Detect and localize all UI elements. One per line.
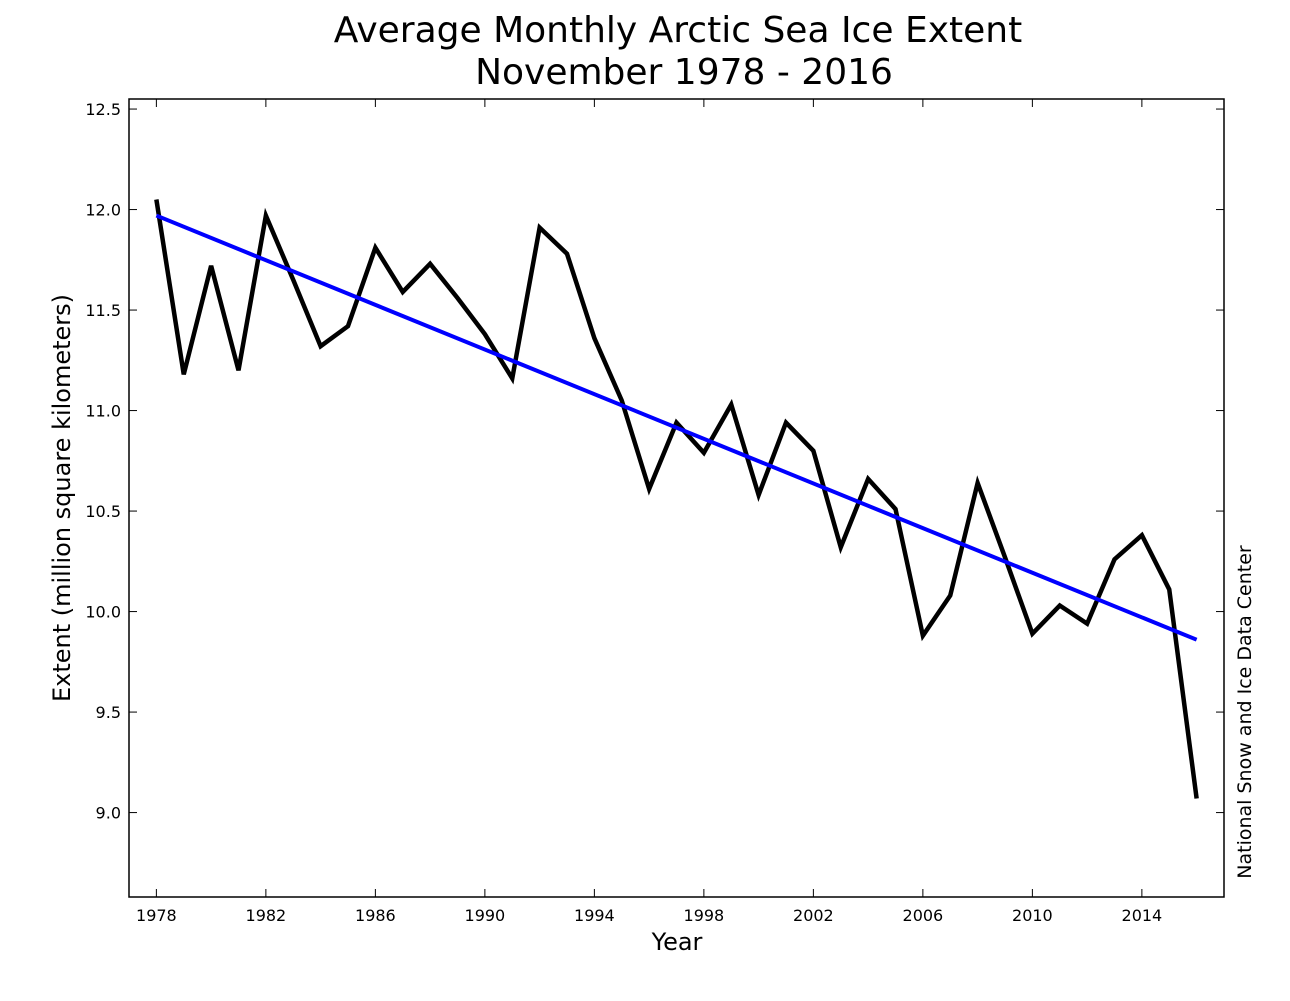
y-tick-label: 11.0	[85, 402, 121, 421]
trend-line	[156, 216, 1196, 640]
x-tick-label: 1998	[684, 906, 725, 925]
y-tick-label: 10.0	[85, 603, 121, 622]
credit-label: National Snow and Ice Data Center	[1234, 545, 1256, 879]
y-tick-label: 11.5	[85, 301, 121, 320]
x-tick-label: 2010	[1012, 906, 1053, 925]
plot-marks	[156, 199, 1196, 798]
y-axis-label: Extent (million square kilometers)	[48, 294, 76, 702]
x-tick-label: 1994	[574, 906, 615, 925]
x-tick-label: 1986	[355, 906, 396, 925]
x-tick-label: 1978	[136, 906, 177, 925]
x-tick-label: 2014	[1122, 906, 1163, 925]
x-axis-label: Year	[651, 928, 703, 956]
chart-subtitle: November 1978 - 2016	[475, 52, 893, 93]
y-tick-label: 12.0	[85, 201, 121, 220]
y-tick-label: 10.5	[85, 502, 121, 521]
y-tick-label: 12.5	[85, 100, 121, 119]
y-tick-label: 9.0	[96, 804, 121, 823]
plot-frame	[129, 99, 1224, 897]
x-tick-label: 2002	[793, 906, 834, 925]
series-line-0	[156, 200, 1196, 799]
y-tick-label: 9.5	[96, 703, 121, 722]
axis-ticks: 1978 1982 1986 1990 1994 1998 2002 2006 2010 2014…	[85, 99, 1224, 925]
x-tick-label: 1990	[465, 906, 506, 925]
x-tick-label: 1982	[246, 906, 287, 925]
x-tick-label: 2006	[903, 906, 944, 925]
chart-title: Average Monthly Arctic Sea Ice Extent	[334, 10, 1022, 51]
